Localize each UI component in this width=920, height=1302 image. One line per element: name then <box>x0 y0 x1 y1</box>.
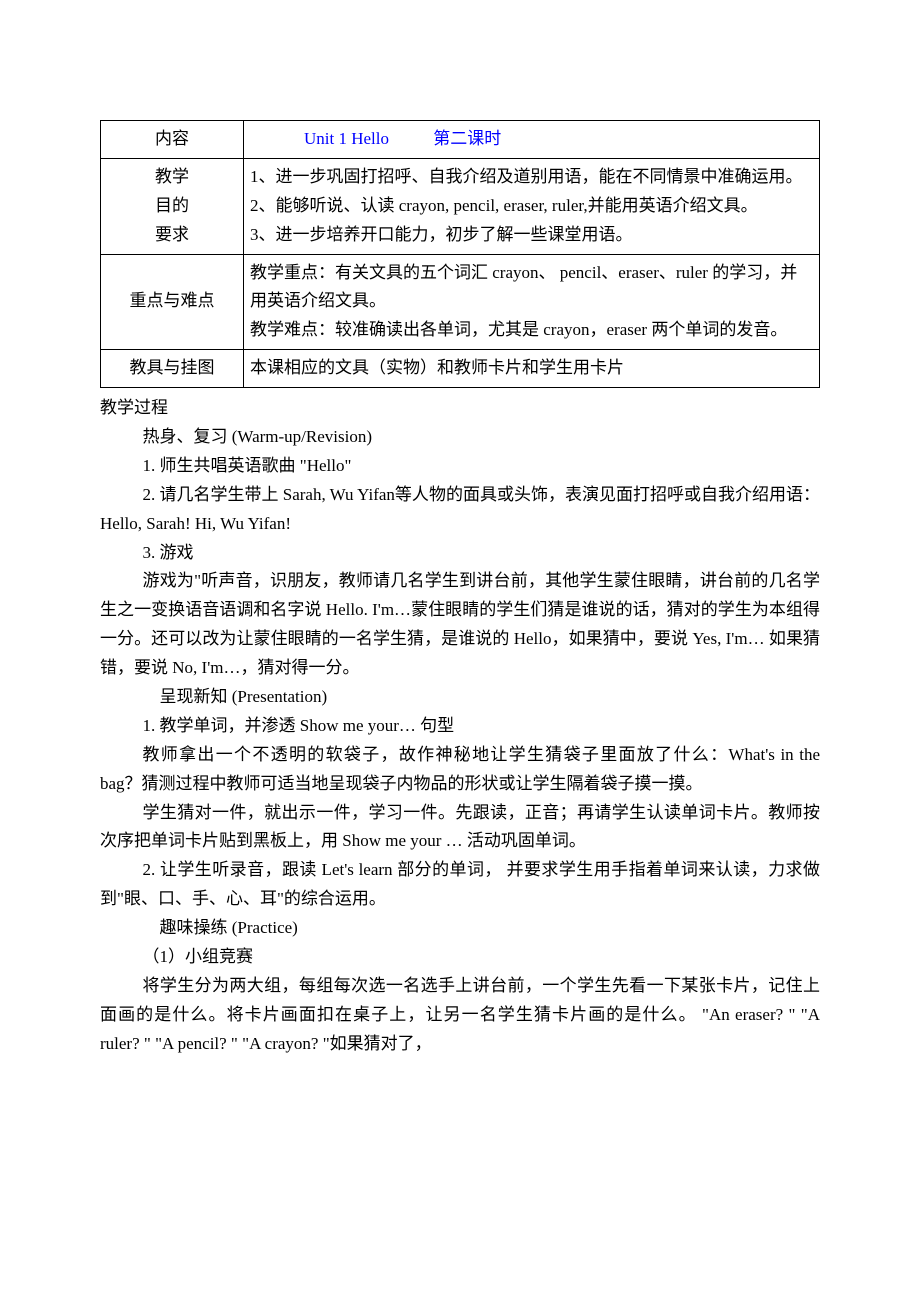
row-aids: 教具与挂图 本课相应的文具（实物）和教师卡片和学生用卡片 <box>101 350 820 388</box>
label-content: 内容 <box>101 121 244 159</box>
body-para: 2. 请几名学生带上 Sarah, Wu Yifan等人物的面具或头饰，表演见面… <box>100 481 820 539</box>
cell-keypoints: 教学重点：有关文具的五个词汇 crayon、 pencil、eraser、rul… <box>244 254 820 350</box>
section-heading: 教学过程 <box>100 394 820 423</box>
body-para: 呈现新知 (Presentation) <box>100 683 820 712</box>
body-para: 将学生分为两大组，每组每次选一名选手上讲台前，一个学生先看一下某张卡片，记住上面… <box>100 972 820 1059</box>
objective-line: 3、进一步培养开口能力，初步了解一些课堂用语。 <box>250 221 813 250</box>
body-para: 教师拿出一个不透明的软袋子，故作神秘地让学生猜袋子里面放了什么：What's i… <box>100 741 820 799</box>
body-para: 2. 让学生听录音，跟读 Let's learn 部分的单词， 并要求学生用手指… <box>100 856 820 914</box>
label-line: 要求 <box>107 221 237 250</box>
body-para: 学生猜对一件，就出示一件，学习一件。先跟读，正音；再请学生认读单词卡片。教师按次… <box>100 799 820 857</box>
body-para: 趣味操练 (Practice) <box>100 914 820 943</box>
label-objectives: 教学 目的 要求 <box>101 158 244 254</box>
row-keypoints: 重点与难点 教学重点：有关文具的五个词汇 crayon、 pencil、eras… <box>101 254 820 350</box>
row-content: 内容 Unit 1 Hello 第二课时 <box>101 121 820 159</box>
cell-aids: 本课相应的文具（实物）和教师卡片和学生用卡片 <box>244 350 820 388</box>
lesson-plan-page: 内容 Unit 1 Hello 第二课时 教学 目的 要求 1、进一步巩固打招呼… <box>50 0 870 1099</box>
lesson-header-table: 内容 Unit 1 Hello 第二课时 教学 目的 要求 1、进一步巩固打招呼… <box>100 120 820 388</box>
body-para: 1. 师生共唱英语歌曲 "Hello" <box>100 452 820 481</box>
body-para: 3. 游戏 <box>100 539 820 568</box>
label-line: 教学 <box>107 163 237 192</box>
unit-title-suffix: 第二课时 <box>433 129 501 148</box>
row-objectives: 教学 目的 要求 1、进一步巩固打招呼、自我介绍及道别用语，能在不同情景中准确运… <box>101 158 820 254</box>
body-para: 游戏为"听声音，识朋友，教师请几名学生到讲台前，其他学生蒙住眼睛，讲台前的几名学… <box>100 567 820 683</box>
body-para: （1）小组竞赛 <box>100 943 820 972</box>
unit-title-prefix: Unit 1 Hello <box>304 129 389 148</box>
keypoint-line: 教学重点：有关文具的五个词汇 crayon、 pencil、eraser、rul… <box>250 259 813 317</box>
cell-title: Unit 1 Hello 第二课时 <box>244 121 820 159</box>
aids-line: 本课相应的文具（实物）和教师卡片和学生用卡片 <box>250 354 813 383</box>
objective-line: 1、进一步巩固打招呼、自我介绍及道别用语，能在不同情景中准确运用。 <box>250 163 813 192</box>
lesson-body: 教学过程 热身、复习 (Warm-up/Revision) 1. 师生共唱英语歌… <box>100 394 820 1058</box>
keypoint-line: 教学难点：较准确读出各单词，尤其是 crayon，eraser 两个单词的发音。 <box>250 316 813 345</box>
label-aids: 教具与挂图 <box>101 350 244 388</box>
body-para: 1. 教学单词，并渗透 Show me your… 句型 <box>100 712 820 741</box>
label-line: 目的 <box>107 192 237 221</box>
cell-objectives: 1、进一步巩固打招呼、自我介绍及道别用语，能在不同情景中准确运用。 2、能够听说… <box>244 158 820 254</box>
body-para: 热身、复习 (Warm-up/Revision) <box>100 423 820 452</box>
objective-line: 2、能够听说、认读 crayon, pencil, eraser, ruler,… <box>250 192 813 221</box>
label-keypoints: 重点与难点 <box>101 254 244 350</box>
